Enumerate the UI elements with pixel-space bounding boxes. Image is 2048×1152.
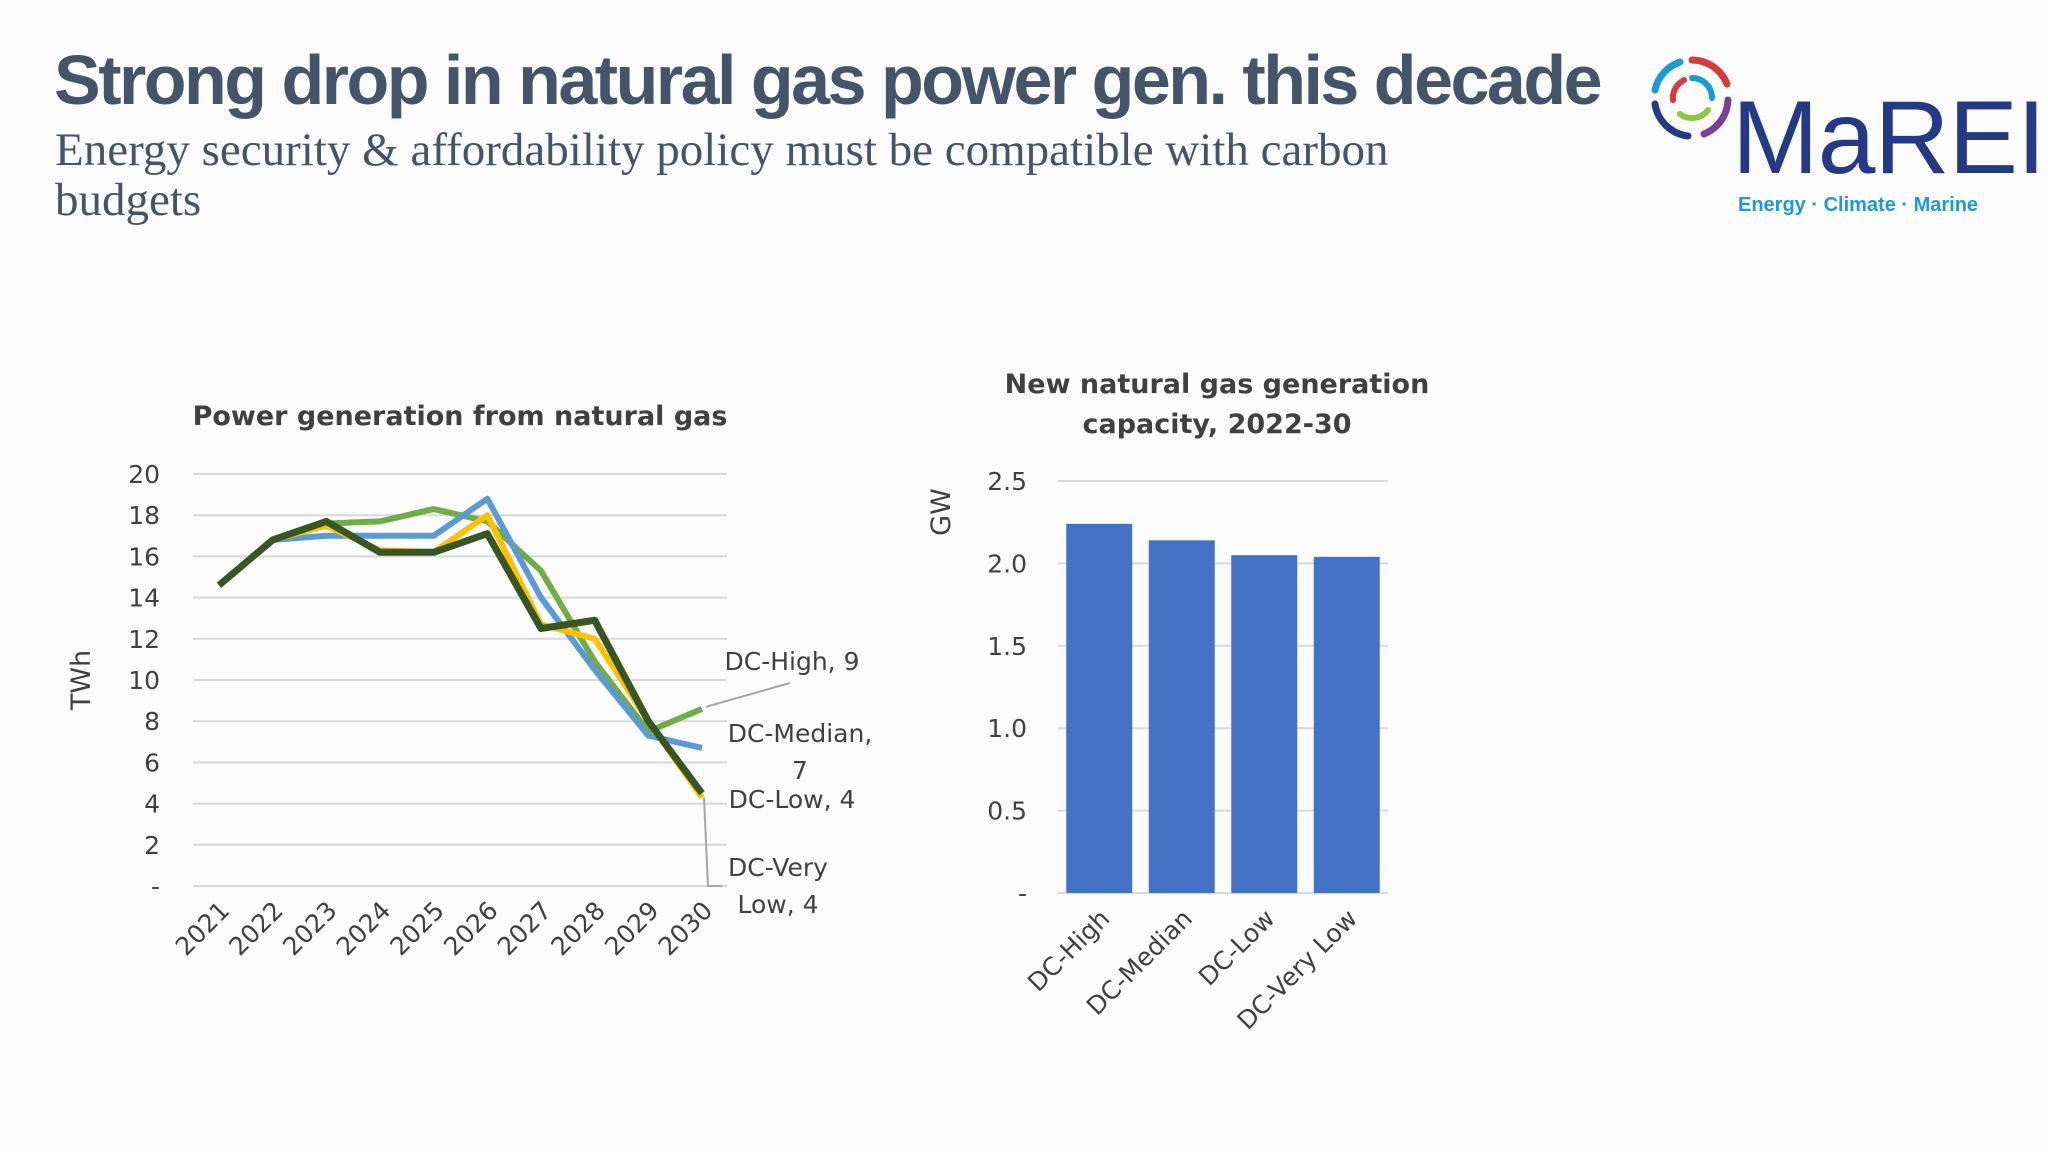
bar-chart-y-tick: 0.5 — [987, 797, 1027, 826]
line-chart-y-tick: 20 — [128, 460, 160, 489]
line-chart-y-tick: 8 — [144, 707, 160, 736]
bar-dc-median — [1148, 540, 1215, 893]
bar-dc-very-low — [1313, 556, 1380, 893]
line-chart-y-tick: 18 — [128, 501, 160, 530]
slide-subtitle: Energy security & affordability policy m… — [55, 124, 1389, 226]
line-chart-data-labels: DC-High, 9 DC-Median, 7DC-Low, 4 DC-Very Low… — [703, 647, 873, 919]
bar-chart-y-tick: 1.5 — [987, 632, 1027, 661]
bar-dc-high — [1066, 523, 1133, 893]
bar-chart-y-axis-label: GW — [926, 488, 957, 536]
data-label-dc-very-low: DC-Very Low, 4 — [728, 853, 828, 919]
line-chart-y-tick: - — [151, 872, 160, 901]
line-series-dc-median — [217, 495, 703, 751]
data-label-dc-low: DC-Low, 4 — [729, 785, 856, 814]
logo-wordmark: MaREI — [1732, 80, 2046, 196]
bar-chart-title-line: capacity, 2022-30 — [1082, 409, 1351, 440]
bar-dc-low — [1231, 555, 1298, 893]
line-chart-y-tick: 12 — [128, 625, 160, 654]
leader-line-dc-high — [705, 682, 791, 708]
bar-chart-title-line: New natural gas generation — [1005, 369, 1430, 400]
line-chart-y-tick: 4 — [144, 790, 160, 819]
bar-chart-y-tick: 1.0 — [987, 714, 1027, 743]
bar-chart-y-tick: - — [1018, 879, 1027, 908]
data-label-dc-high: DC-High, 9 — [725, 647, 860, 676]
line-chart-y-tick: 6 — [144, 748, 160, 777]
line-series-dc-low — [216, 517, 705, 796]
marei-emblem-icon — [1651, 56, 1732, 140]
bar-chart-y-tick: 2.5 — [987, 467, 1027, 496]
leader-line-dc-very-low — [703, 797, 722, 887]
line-chart-y-tick: 10 — [128, 666, 160, 695]
data-label-dc-median: DC-Median, 7 — [728, 719, 873, 785]
bar-chart-y-tick: 2.0 — [987, 549, 1027, 578]
line-chart-y-tick: 16 — [128, 542, 160, 571]
marei-logo: MaREI Energy · Climate · Marine — [1640, 48, 2046, 228]
line-chart-y-tick: 14 — [128, 584, 160, 613]
line-chart-y-tick: 2 — [144, 831, 160, 860]
line-chart-title: Power generation from natural gas — [193, 401, 728, 432]
slide-title: Strong drop in natural gas power gen. th… — [54, 41, 1603, 119]
line-chart-y-axis-label: TWh — [66, 650, 97, 711]
logo-tagline: Energy · Climate · Marine — [1738, 194, 1979, 216]
